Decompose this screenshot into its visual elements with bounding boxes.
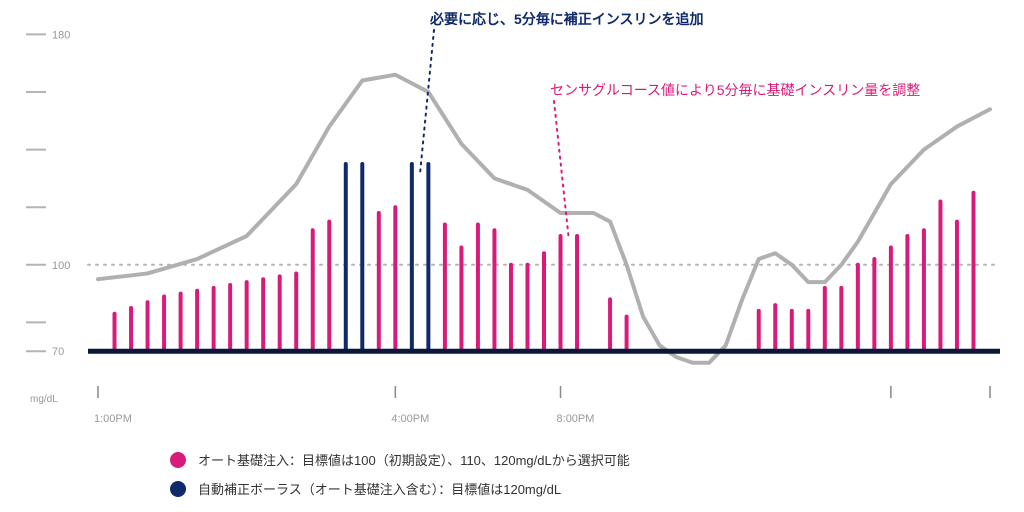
svg-text:センサグルコース値により5分毎に基礎インスリン量を調整: センサグルコース値により5分毎に基礎インスリン量を調整 bbox=[550, 82, 920, 98]
svg-text:70: 70 bbox=[52, 346, 64, 358]
svg-text:mg/dL: mg/dL bbox=[30, 394, 58, 405]
legend-item-pink: オート基礎注入：目標値は100（初期設定）、110、120mg/dLから選択可能 bbox=[170, 450, 630, 469]
chart-legend: オート基礎注入：目標値は100（初期設定）、110、120mg/dLから選択可能… bbox=[170, 450, 630, 508]
legend-text-navy: 自動補正ボーラス（オート基礎注入含む）：目標値は120mg/dL bbox=[198, 479, 561, 498]
legend-text-pink: オート基礎注入：目標値は100（初期設定）、110、120mg/dLから選択可能 bbox=[198, 450, 630, 469]
svg-text:180: 180 bbox=[52, 29, 70, 41]
svg-text:4:00PM: 4:00PM bbox=[391, 413, 429, 425]
svg-text:8:00PM: 8:00PM bbox=[557, 413, 595, 425]
insulin-chart: 70 100 180 mg/dL 1:00PM 4:00PM 8:00PM 必要に応じ、5分毎… bbox=[0, 0, 1024, 445]
svg-text:1:00PM: 1:00PM bbox=[94, 413, 132, 425]
svg-text:100: 100 bbox=[52, 260, 70, 272]
legend-dot-pink bbox=[170, 452, 186, 468]
svg-text:必要に応じ、5分毎に補正インスリンを追加: 必要に応じ、5分毎に補正インスリンを追加 bbox=[429, 11, 704, 27]
legend-dot-navy bbox=[170, 481, 186, 497]
legend-item-navy: 自動補正ボーラス（オート基礎注入含む）：目標値は120mg/dL bbox=[170, 479, 630, 498]
